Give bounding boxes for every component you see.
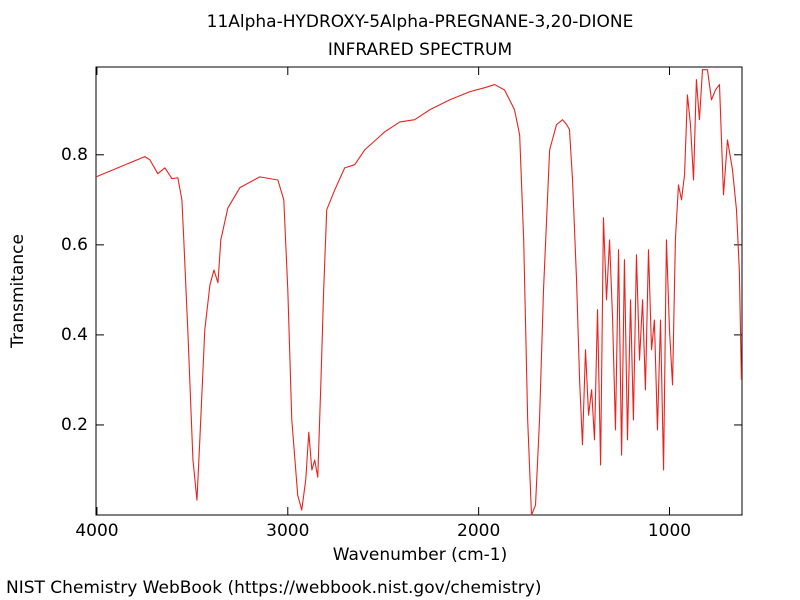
- y-tick-label: 0.6: [61, 235, 88, 255]
- x-tick-label: 3000: [266, 521, 309, 541]
- footer: NIST Chemistry WebBook (https://webbook.…: [6, 578, 541, 598]
- plot-frame: [95, 66, 743, 516]
- x-tick-label: 1000: [648, 521, 691, 541]
- spectrum-line: [95, 69, 742, 516]
- y-tick-label: 0.4: [61, 325, 88, 345]
- y-axis-label: Transmitance: [8, 234, 28, 349]
- y-tick-label: 0.8: [61, 145, 88, 165]
- chart-title: 11Alpha-HYDROXY-5Alpha-PREGNANE-3,20-DIO…: [207, 12, 634, 32]
- x-axis-label: Wavenumber (cm-1): [333, 545, 508, 565]
- x-tick-label: 2000: [457, 521, 500, 541]
- y-tick-label: 0.2: [61, 415, 88, 435]
- x-tick-label: 4000: [75, 521, 118, 541]
- chart-subtitle: INFRARED SPECTRUM: [328, 40, 512, 60]
